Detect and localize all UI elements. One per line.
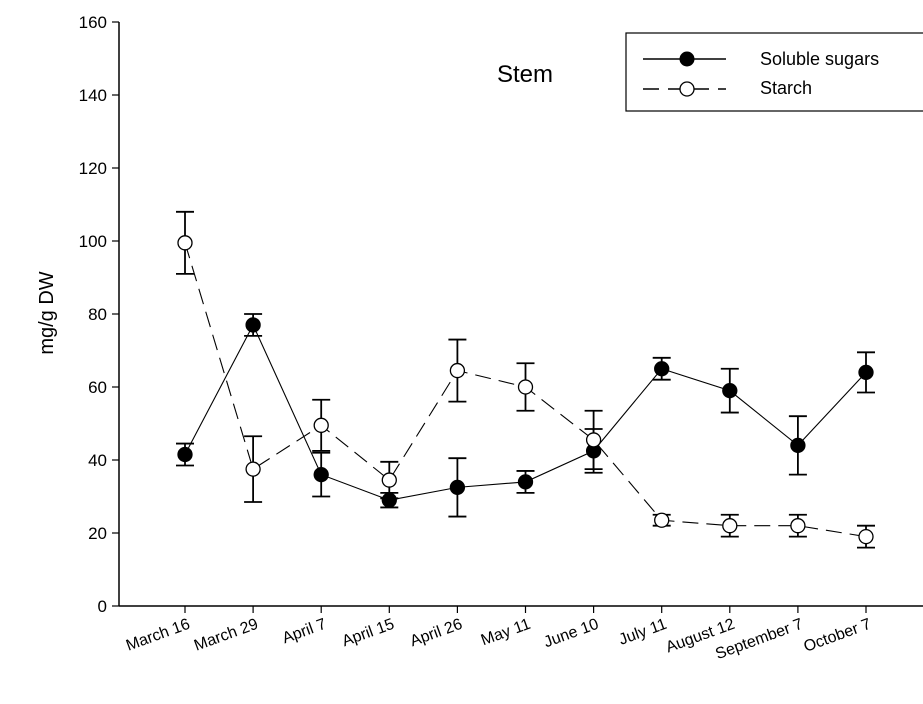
x-tick-label: March 16: [124, 616, 193, 655]
x-tick-label: May 11: [479, 616, 533, 650]
y-tick-label: 120: [79, 159, 107, 178]
x-tick-label: October 7: [802, 616, 874, 656]
y-tick-label: 40: [88, 451, 107, 470]
y-tick-label: 20: [88, 524, 107, 543]
y-tick-label: 60: [88, 378, 107, 397]
data-point-soluble-sugars: [790, 437, 806, 454]
chart-title: Stem: [497, 61, 553, 88]
data-point-soluble-sugars: [517, 474, 534, 490]
legend-frame: [625, 32, 923, 112]
data-point-soluble-sugars: [858, 364, 874, 381]
y-axis-title: mg/g DW: [36, 271, 58, 354]
data-point-starch: [449, 362, 466, 379]
series-soluble-sugars: [176, 313, 875, 518]
data-point-starch: [381, 472, 397, 488]
data-point-starch: [722, 518, 738, 534]
y-tick-label: 100: [79, 232, 107, 251]
legend: Soluble sugars Starch: [625, 32, 923, 112]
legend-marker-starch: [679, 81, 695, 97]
data-point-starch: [858, 529, 874, 545]
x-tick-label: July 11: [617, 616, 669, 649]
y-tick-label: 0: [98, 597, 107, 616]
data-point-starch: [790, 518, 806, 534]
legend-label-soluble-sugars: Soluble sugars: [760, 49, 879, 69]
data-point-starch: [654, 512, 670, 528]
data-point-starch: [245, 461, 261, 477]
series-layer: [176, 210, 875, 549]
data-point-soluble-sugars: [654, 361, 670, 377]
x-tick-label: March 29: [192, 616, 261, 655]
x-tick-label: June 10: [542, 616, 601, 651]
legend-label-starch: Starch: [760, 78, 812, 98]
data-point-soluble-sugars: [722, 382, 738, 399]
series-starch: [176, 210, 875, 549]
data-point-starch: [313, 417, 329, 433]
legend-marker-soluble-sugars: [679, 51, 695, 67]
data-point-soluble-sugars: [177, 446, 193, 463]
data-point-soluble-sugars: [245, 317, 261, 333]
y-tick-label: 160: [79, 13, 107, 32]
data-point-soluble-sugars: [313, 466, 329, 483]
x-tick-label: April 26: [408, 616, 465, 651]
x-tick-label: April 7: [280, 616, 329, 648]
x-tick-label: April 15: [340, 616, 397, 651]
data-point-starch: [517, 379, 534, 395]
y-tick-label: 140: [79, 86, 107, 105]
data-point-starch: [585, 432, 602, 448]
data-point-soluble-sugars: [449, 479, 466, 496]
data-point-starch: [177, 235, 193, 251]
y-tick-label: 80: [88, 305, 107, 324]
